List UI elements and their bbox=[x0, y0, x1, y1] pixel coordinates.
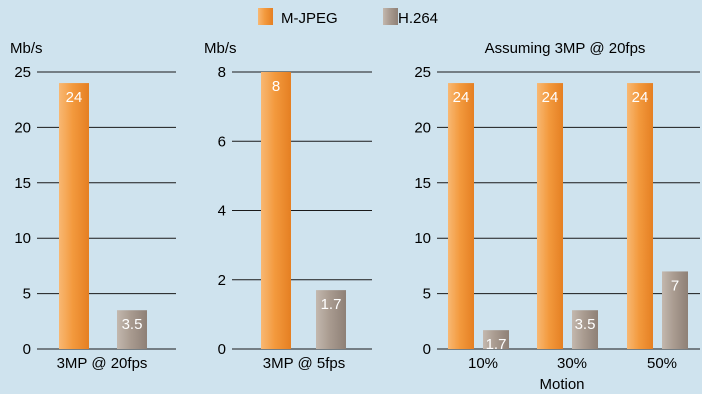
bar-mjpeg bbox=[627, 83, 653, 349]
y-tick-label: 15 bbox=[14, 175, 31, 192]
x-tick-labels: 3MP @ 5fps bbox=[263, 355, 346, 372]
gridlines bbox=[437, 71, 700, 350]
x-tick-label: 50% bbox=[647, 355, 677, 372]
legend-swatch-mjpeg bbox=[258, 8, 273, 25]
y-tick-labels: 0 5 10 15 20 25 bbox=[414, 64, 431, 358]
y-tick-label: 10 bbox=[14, 230, 31, 247]
bar-mjpeg bbox=[59, 83, 89, 349]
gridlines bbox=[232, 71, 372, 350]
bar-value-label: 7 bbox=[671, 277, 679, 294]
bars: 81.7 bbox=[261, 72, 346, 349]
bars: 243.5 bbox=[59, 83, 147, 349]
bar-h264 bbox=[662, 271, 688, 349]
y-tick-label: 10 bbox=[414, 230, 431, 247]
y-axis-label: Mb/s bbox=[10, 40, 43, 57]
bar-mjpeg bbox=[261, 72, 291, 349]
y-tick-label: 0 bbox=[218, 341, 226, 358]
y-tick-label: 20 bbox=[414, 119, 431, 136]
bars: 24 1.7 24 3.5 24 7 bbox=[448, 83, 688, 353]
bar-h264 bbox=[117, 310, 147, 349]
chart-title: Assuming 3MP @ 20fps bbox=[485, 40, 646, 57]
y-tick-label: 25 bbox=[14, 64, 31, 81]
y-tick-label: 5 bbox=[423, 286, 431, 303]
y-tick-label: 2 bbox=[218, 272, 226, 289]
x-tick-label: 10% bbox=[468, 355, 498, 372]
y-tick-labels: 0 2 4 6 8 bbox=[218, 64, 226, 358]
y-tick-label: 25 bbox=[414, 64, 431, 81]
bar-value-label: 3.5 bbox=[122, 316, 143, 333]
y-tick-label: 8 bbox=[218, 64, 226, 81]
y-tick-label: 15 bbox=[414, 175, 431, 192]
bar-value-label: 1.7 bbox=[486, 336, 507, 353]
bar-value-label: 8 bbox=[272, 78, 280, 95]
bar-h264 bbox=[316, 290, 346, 349]
bar-value-label: 24 bbox=[542, 89, 559, 106]
y-tick-label: 4 bbox=[218, 203, 226, 220]
legend-label-h264: H.264 bbox=[398, 10, 438, 27]
legend: M-JPEG H.264 bbox=[258, 8, 438, 27]
y-axis-label: Mb/s bbox=[204, 40, 237, 57]
y-tick-label: 6 bbox=[218, 133, 226, 150]
y-tick-label: 5 bbox=[23, 286, 31, 303]
bar-value-label: 24 bbox=[632, 89, 649, 106]
x-tick-label: 3MP @ 20fps bbox=[57, 355, 148, 372]
x-axis-label: Motion bbox=[539, 376, 584, 393]
y-tick-label: 0 bbox=[423, 341, 431, 358]
chart-panel-3: Assuming 3MP @ 20fps 0 5 10 15 20 25 24 1.7 24 3… bbox=[414, 40, 700, 393]
x-tick-label: 3MP @ 5fps bbox=[263, 355, 346, 372]
bar-value-label: 3.5 bbox=[575, 316, 596, 333]
bar-value-label: 24 bbox=[453, 89, 470, 106]
x-tick-labels: 3MP @ 20fps bbox=[57, 355, 148, 372]
y-tick-labels: 0 5 10 15 20 25 bbox=[14, 64, 31, 358]
bar-value-label: 24 bbox=[66, 89, 83, 106]
bar-h264 bbox=[572, 310, 598, 349]
y-tick-label: 20 bbox=[14, 119, 31, 136]
gridlines bbox=[37, 71, 176, 350]
bar-mjpeg bbox=[448, 83, 474, 349]
legend-label-mjpeg: M-JPEG bbox=[281, 10, 338, 27]
y-tick-label: 0 bbox=[23, 341, 31, 358]
x-tick-label: 30% bbox=[557, 355, 587, 372]
bar-h264 bbox=[483, 330, 509, 349]
bar-mjpeg bbox=[537, 83, 563, 349]
legend-swatch-h264 bbox=[383, 8, 398, 25]
bar-value-label: 1.7 bbox=[321, 296, 342, 313]
x-tick-labels: 10% 30% 50% bbox=[468, 355, 677, 372]
